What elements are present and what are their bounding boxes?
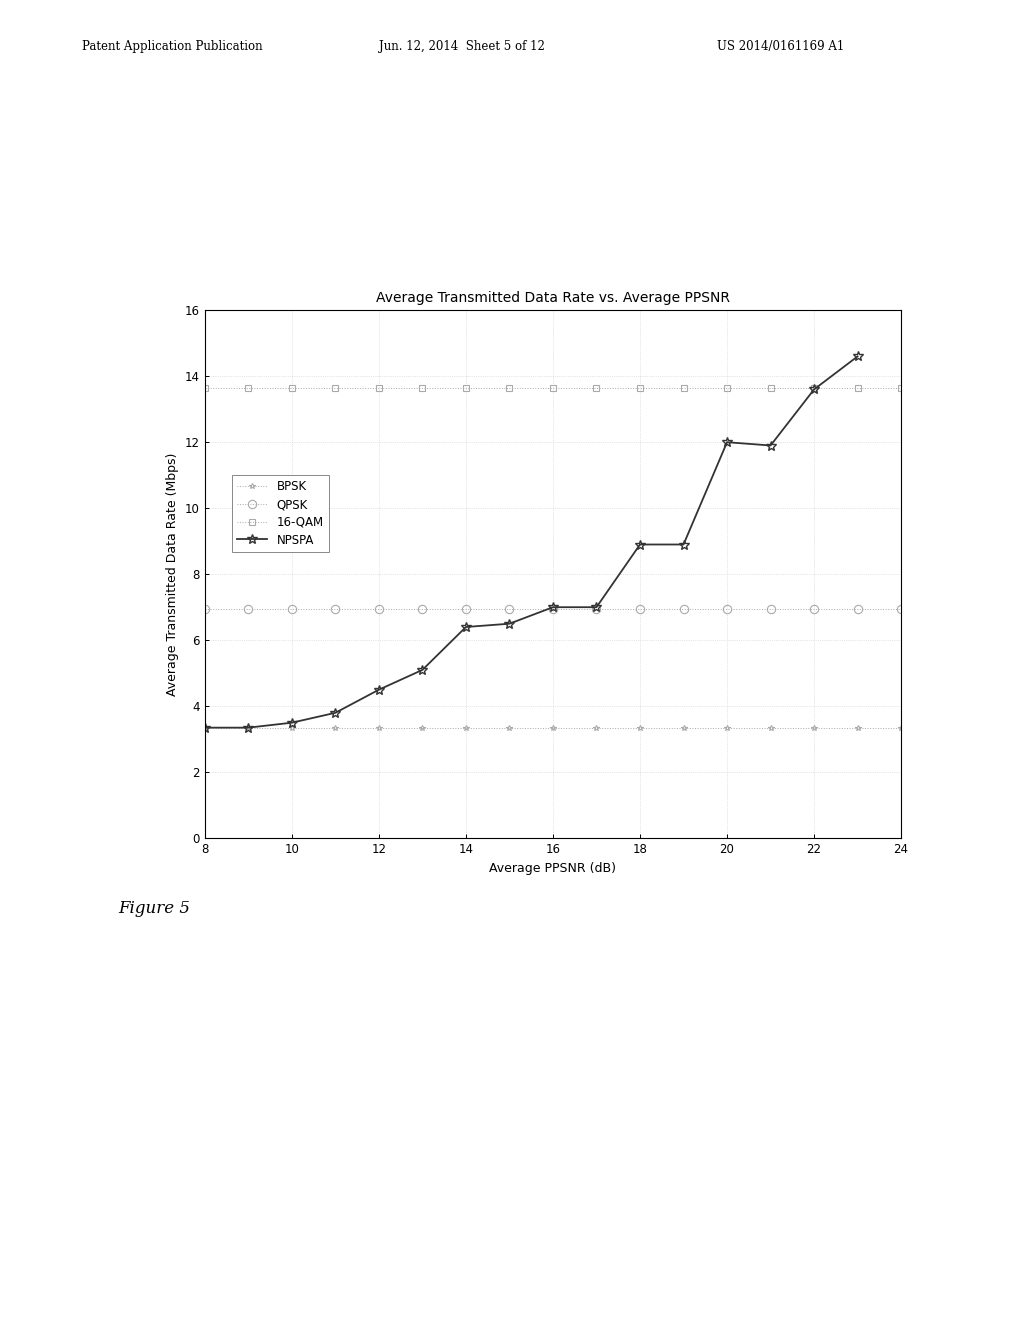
Legend: BPSK, QPSK, 16-QAM, NPSPA: BPSK, QPSK, 16-QAM, NPSPA	[231, 474, 330, 553]
Text: Patent Application Publication: Patent Application Publication	[82, 40, 262, 53]
Text: Jun. 12, 2014  Sheet 5 of 12: Jun. 12, 2014 Sheet 5 of 12	[379, 40, 545, 53]
Text: US 2014/0161169 A1: US 2014/0161169 A1	[717, 40, 844, 53]
Text: Figure 5: Figure 5	[118, 900, 189, 917]
Title: Average Transmitted Data Rate vs. Average PPSNR: Average Transmitted Data Rate vs. Averag…	[376, 290, 730, 305]
X-axis label: Average PPSNR (dB): Average PPSNR (dB)	[489, 862, 616, 875]
Y-axis label: Average Transmitted Data Rate (Mbps): Average Transmitted Data Rate (Mbps)	[166, 453, 179, 696]
